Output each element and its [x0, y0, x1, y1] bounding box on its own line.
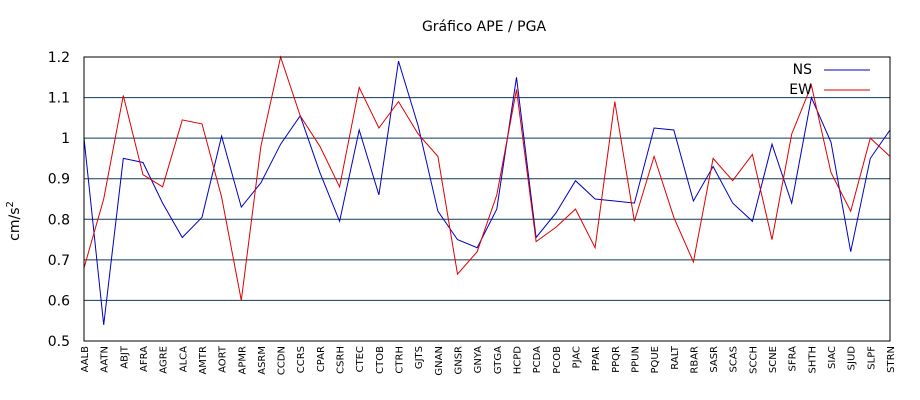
x-tick-label: AORT — [218, 345, 229, 373]
x-tick-label: SCCH — [748, 346, 759, 374]
x-tick-label: HCPD — [512, 346, 523, 375]
x-tick-label: AMTR — [198, 346, 209, 375]
x-tick-label: AFRA — [139, 346, 150, 372]
x-tick-labels: AALB AATN ABJT AFRA AGRE ALCA AMTR AORT APMR ASRM… — [80, 345, 897, 375]
legend-label-ns: NS — [793, 62, 812, 78]
x-tick-label: AGRE — [159, 346, 170, 374]
plot-frame — [83, 56, 891, 342]
x-tick-label: ABJT — [119, 345, 130, 369]
x-tick-label: SCNE — [768, 346, 779, 373]
x-tick-label: ALCA — [178, 346, 189, 372]
y-axis-label-unit: cm/s — [7, 208, 23, 241]
x-tick-label: SLPF — [866, 346, 877, 370]
x-tick-label: AATN — [100, 346, 111, 373]
x-tick-label: AALB — [80, 346, 91, 373]
x-tick-label: GNAN — [434, 346, 445, 376]
x-tick-label: ASRM — [257, 346, 268, 375]
series-line-ns — [83, 60, 891, 325]
y-tick-label: 1.1 — [48, 91, 70, 107]
x-tick-label: GJTS — [414, 346, 425, 369]
x-tick-label: SIAC — [827, 346, 838, 369]
y-tick-label: 0.7 — [48, 253, 70, 269]
y-tick-labels: 0.5 0.6 0.7 0.8 0.9 1 1.1 1.2 — [48, 50, 70, 350]
x-tick-label: RBAR — [689, 346, 700, 374]
x-tick-label: CTRH — [395, 346, 406, 374]
x-tick-label: PPAR — [591, 346, 602, 371]
grid-lines — [84, 97, 890, 301]
series-layer — [83, 55, 891, 325]
x-tick-label: GNSR — [454, 346, 465, 375]
x-tick-label: GTGA — [493, 346, 504, 374]
y-axis-label-exponent: 2 — [5, 201, 16, 207]
x-tick-label: APMR — [237, 346, 248, 374]
x-tick-label: RALT — [670, 345, 681, 370]
x-tick-label: PJAC — [571, 346, 582, 368]
x-tick-label: CCRS — [296, 346, 307, 373]
x-tick-label: CTOB — [375, 346, 386, 374]
x-tick-label: GNYA — [473, 346, 484, 374]
y-tick-label: 0.5 — [48, 334, 70, 350]
y-tick-label: 1 — [61, 131, 70, 147]
legend: NS EW — [789, 62, 870, 98]
x-tick-label: CCDN — [277, 346, 288, 375]
x-tick-label: PCOB — [552, 346, 563, 374]
legend-label-ew: EW — [789, 82, 812, 98]
x-tick-label: STRN — [886, 346, 897, 373]
y-tick-label: 0.8 — [48, 212, 70, 228]
x-tick-label: SJUD — [847, 346, 858, 371]
x-tick-label: SHTH — [807, 346, 818, 374]
series-line-ew — [83, 55, 891, 301]
chart-title: Gráfico APE / PGA — [422, 19, 546, 35]
x-tick-label: PQUE — [650, 346, 661, 374]
x-tick-label: CSRH — [336, 346, 347, 374]
y-tick-label: 0.9 — [48, 172, 70, 188]
x-tick-label: SFRA — [788, 346, 799, 372]
x-tick-label: CTEC — [355, 346, 366, 372]
x-tick-label: SASR — [709, 346, 720, 373]
x-tick-label: PPQR — [611, 346, 622, 373]
x-tick-label: PPUN — [630, 346, 641, 373]
x-tick-label: SCAS — [729, 346, 740, 373]
y-axis-label: cm/s2 — [5, 201, 23, 241]
x-tick-label: PCDA — [532, 346, 543, 374]
y-tick-label: 1.2 — [48, 50, 70, 66]
x-tick-label: CPAR — [316, 346, 327, 372]
y-tick-label: 0.6 — [48, 293, 70, 309]
